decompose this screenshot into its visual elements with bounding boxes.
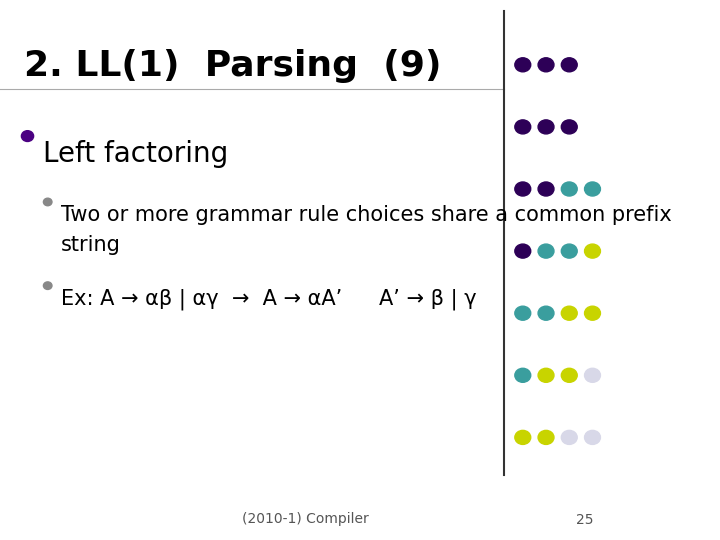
Circle shape (538, 120, 554, 134)
Text: Ex: A → αβ | αγ  →  A → αA’: Ex: A → αβ | αγ → A → αA’ (61, 289, 343, 310)
Circle shape (515, 120, 531, 134)
Text: Two or more grammar rule choices share a common prefix
string: Two or more grammar rule choices share a… (61, 205, 672, 255)
Text: A’ → β | γ: A’ → β | γ (379, 289, 477, 310)
Text: (2010-1) Compiler: (2010-1) Compiler (243, 512, 369, 526)
Circle shape (538, 306, 554, 320)
Circle shape (585, 244, 600, 258)
Circle shape (538, 368, 554, 382)
Circle shape (585, 430, 600, 444)
Text: 25: 25 (575, 512, 593, 526)
Circle shape (515, 368, 531, 382)
Circle shape (562, 58, 577, 72)
Circle shape (22, 131, 34, 141)
Circle shape (515, 306, 531, 320)
Text: Left factoring: Left factoring (42, 140, 228, 168)
Circle shape (585, 306, 600, 320)
Circle shape (538, 244, 554, 258)
Circle shape (43, 282, 52, 289)
Circle shape (43, 198, 52, 206)
Circle shape (538, 58, 554, 72)
Circle shape (562, 182, 577, 196)
Circle shape (515, 58, 531, 72)
Circle shape (538, 182, 554, 196)
Circle shape (562, 430, 577, 444)
Circle shape (562, 244, 577, 258)
Circle shape (562, 368, 577, 382)
Circle shape (585, 182, 600, 196)
Circle shape (562, 120, 577, 134)
Circle shape (538, 430, 554, 444)
Circle shape (562, 306, 577, 320)
Circle shape (515, 430, 531, 444)
Circle shape (585, 368, 600, 382)
Circle shape (515, 244, 531, 258)
Text: 2. LL(1)  Parsing  (9): 2. LL(1) Parsing (9) (24, 49, 442, 83)
Circle shape (515, 182, 531, 196)
